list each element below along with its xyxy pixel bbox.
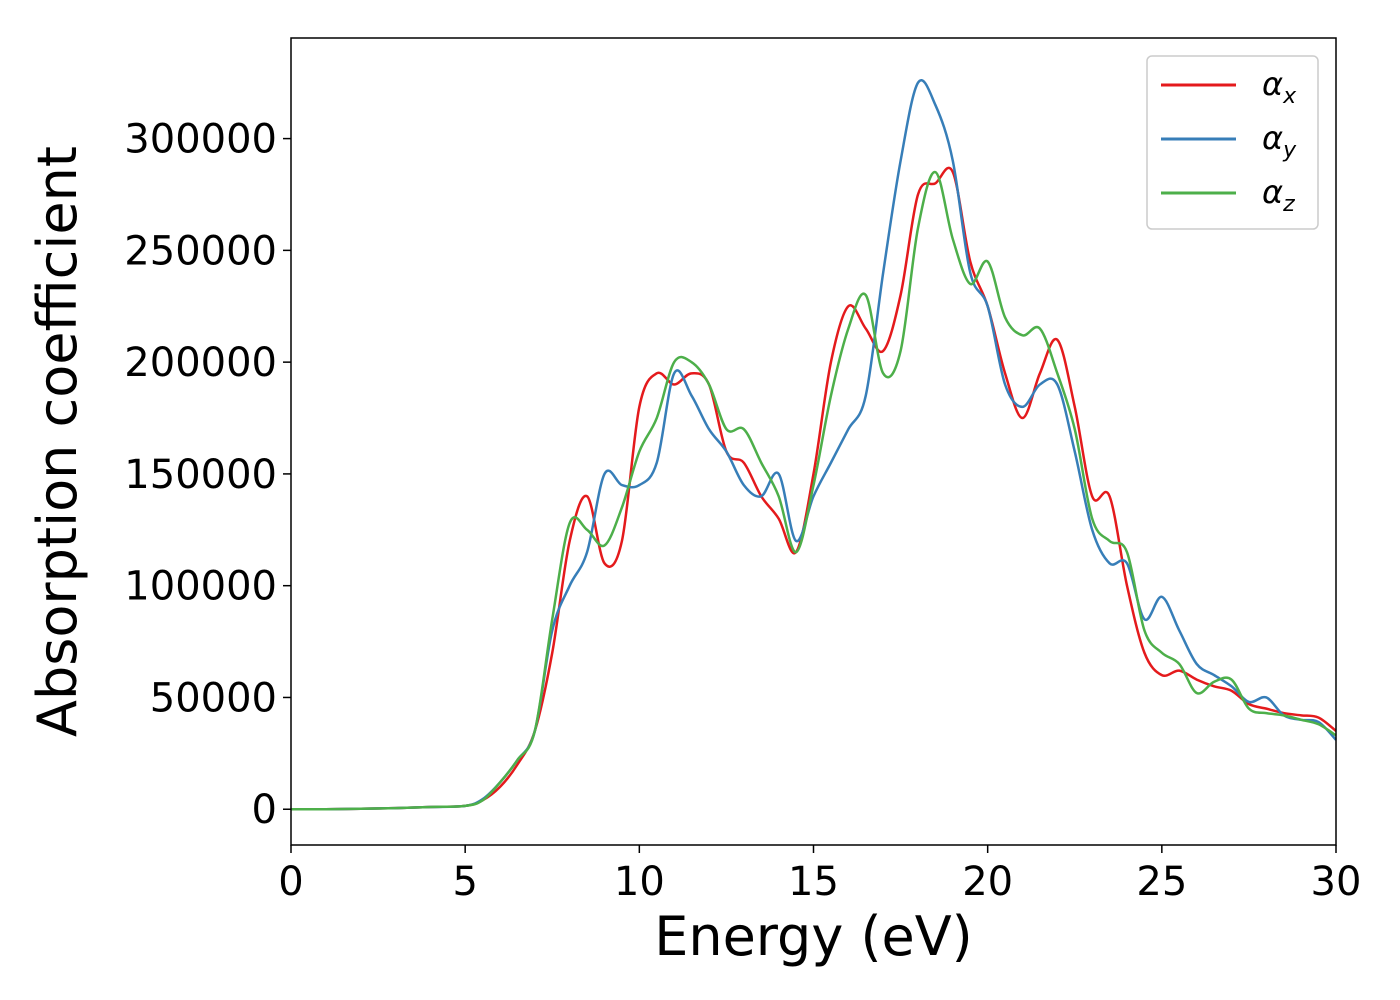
legend-label-alpha-z: αz <box>1262 173 1295 217</box>
series-line-alpha-x <box>290 166 1337 811</box>
y-tick-label: 100000 <box>124 564 277 610</box>
y-axis: 0 50000 100000 150000 200000 250000 300000 <box>124 117 291 833</box>
x-axis: 0 5 10 15 20 25 30 <box>278 845 1361 905</box>
legend-subscript: z <box>1282 192 1295 217</box>
y-tick-label: 200000 <box>124 340 277 386</box>
y-tick-label: 0 <box>252 787 277 833</box>
x-tick-label: 20 <box>962 859 1013 905</box>
y-tick-label: 150000 <box>124 452 277 498</box>
y-tick-label: 300000 <box>124 117 277 163</box>
series-layer <box>290 79 1337 811</box>
x-tick-label: 15 <box>788 859 839 905</box>
x-tick-label: 10 <box>614 859 665 905</box>
x-tick-label: 5 <box>452 859 477 905</box>
legend-subscript: y <box>1282 138 1297 163</box>
legend-subscript: x <box>1282 84 1297 109</box>
x-tick-label: 25 <box>1136 859 1187 905</box>
x-axis-title: Energy (eV) <box>654 905 973 968</box>
y-tick-label: 250000 <box>124 228 277 274</box>
x-tick-label: 0 <box>278 859 303 905</box>
y-axis-title: Absorption coefficient <box>26 146 89 737</box>
x-tick-label: 30 <box>1311 859 1362 905</box>
series-line-alpha-z <box>290 170 1337 811</box>
legend-box <box>1146 55 1319 230</box>
y-tick-label: 50000 <box>150 675 277 721</box>
